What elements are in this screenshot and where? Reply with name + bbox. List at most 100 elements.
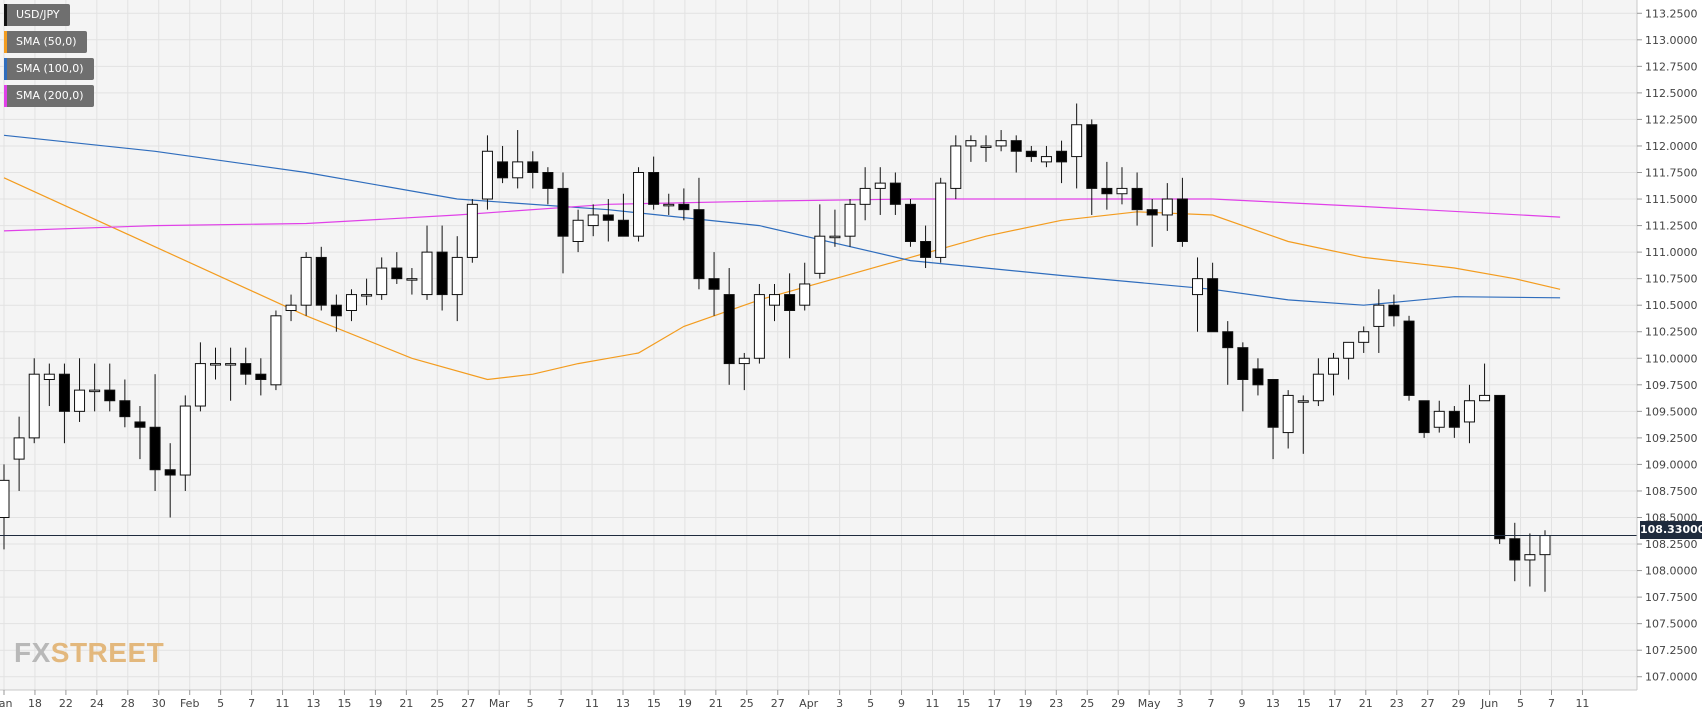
legend-label: SMA (100,0) bbox=[16, 62, 84, 75]
x-tick-label: 24 bbox=[90, 697, 104, 710]
candles bbox=[0, 103, 1551, 592]
candle bbox=[1524, 533, 1536, 587]
candle bbox=[1403, 315, 1415, 401]
candle bbox=[693, 177, 705, 290]
candle-body-up bbox=[965, 140, 977, 147]
legend-swatch bbox=[4, 31, 7, 53]
legend-item-sma-200[interactable]: SMA (200,0) bbox=[4, 85, 94, 107]
candle-body-down bbox=[1509, 538, 1521, 561]
legend-label: SMA (50,0) bbox=[16, 35, 77, 48]
y-tick-label: 108.7500 bbox=[1645, 485, 1698, 498]
candle bbox=[1071, 103, 1083, 189]
candle-body-down bbox=[1176, 198, 1188, 243]
candle-body-down bbox=[1237, 347, 1249, 380]
x-tick-label: Jun bbox=[1480, 697, 1498, 710]
candle bbox=[1297, 395, 1309, 454]
candle-body-up bbox=[1327, 357, 1339, 375]
candle bbox=[270, 310, 282, 391]
candle bbox=[1237, 342, 1249, 412]
candle-body-up bbox=[270, 315, 282, 386]
candle-body-down bbox=[58, 373, 70, 412]
candle-body-up bbox=[587, 214, 599, 227]
candle-body-down bbox=[542, 172, 554, 189]
x-tick-label: 11 bbox=[276, 697, 290, 710]
legend-item-sma-100[interactable]: SMA (100,0) bbox=[4, 58, 94, 80]
candle-body-down bbox=[678, 203, 690, 211]
candle bbox=[1176, 177, 1188, 247]
candle bbox=[1343, 341, 1355, 380]
candle-body-up bbox=[935, 182, 947, 258]
candle-body-down bbox=[1494, 394, 1506, 540]
x-tick-label: 25 bbox=[430, 697, 444, 710]
candle bbox=[935, 177, 947, 263]
candle-body-down bbox=[1267, 379, 1279, 428]
y-tick-label: 107.2500 bbox=[1645, 644, 1698, 657]
x-tick-label: 19 bbox=[678, 697, 692, 710]
candle-body-down bbox=[104, 389, 116, 402]
candle bbox=[74, 358, 86, 422]
candle bbox=[1192, 257, 1204, 332]
candle-body-up bbox=[285, 304, 297, 312]
y-tick-label: 112.5000 bbox=[1645, 87, 1698, 100]
candle-body-up bbox=[210, 363, 222, 366]
candle bbox=[134, 406, 146, 460]
candle bbox=[799, 262, 811, 311]
candle bbox=[1267, 379, 1279, 460]
y-tick-label: 109.2500 bbox=[1645, 432, 1698, 445]
y-tick-label: 110.7500 bbox=[1645, 273, 1698, 286]
y-tick-label: 108.2500 bbox=[1645, 538, 1698, 551]
candle-body-down bbox=[1252, 368, 1264, 386]
x-tick-label: 15 bbox=[956, 697, 970, 710]
legend-item-sma-50[interactable]: SMA (50,0) bbox=[4, 31, 87, 53]
candle-body-up bbox=[859, 187, 871, 205]
candle-body-up bbox=[13, 437, 25, 460]
candle bbox=[240, 347, 252, 385]
x-tick-label: 17 bbox=[1328, 697, 1342, 710]
x-tick-label: 15 bbox=[337, 697, 351, 710]
candle-body-up bbox=[1524, 554, 1536, 561]
candle bbox=[633, 167, 645, 242]
candle bbox=[723, 268, 735, 385]
candle-body-down bbox=[557, 187, 569, 237]
candle bbox=[1479, 363, 1491, 402]
candle bbox=[436, 225, 448, 311]
candle bbox=[678, 188, 690, 221]
candle bbox=[769, 283, 780, 322]
candle bbox=[1086, 119, 1098, 215]
candle bbox=[829, 209, 841, 247]
x-tick-label: 28 bbox=[121, 697, 135, 710]
candle-body-up bbox=[361, 294, 373, 297]
x-tick-label: 27 bbox=[771, 697, 785, 710]
candle-body-up bbox=[1161, 198, 1173, 216]
x-tick-label: 3 bbox=[836, 697, 843, 710]
candle bbox=[330, 294, 342, 332]
legend-item-usdjpy[interactable]: USD/JPY bbox=[4, 4, 70, 26]
x-tick-label: 9 bbox=[898, 697, 905, 710]
candle-body-up bbox=[844, 203, 856, 237]
candle bbox=[194, 342, 206, 412]
candle bbox=[950, 135, 962, 200]
candle-body-down bbox=[602, 214, 614, 221]
legend-swatch bbox=[4, 58, 7, 80]
candle-body-up bbox=[0, 479, 10, 519]
candle-body-up bbox=[738, 357, 750, 365]
candle bbox=[663, 193, 675, 215]
candle-body-up bbox=[74, 389, 86, 412]
candle-body-up bbox=[1358, 331, 1370, 343]
x-tick-label: Feb bbox=[180, 697, 199, 710]
y-tick-label: 107.5000 bbox=[1645, 618, 1698, 631]
x-tick-label: 29 bbox=[1111, 697, 1125, 710]
candle bbox=[466, 199, 478, 263]
legend: USD/JPY SMA (50,0) SMA (100,0) SMA (200,… bbox=[4, 4, 94, 112]
y-tick-label: 111.2500 bbox=[1645, 220, 1698, 233]
x-tick-label: 29 bbox=[1452, 697, 1466, 710]
y-tick-label: 110.5000 bbox=[1645, 299, 1698, 312]
x-tick-label: 22 bbox=[59, 697, 73, 710]
candle-body-down bbox=[1146, 209, 1158, 216]
x-tick-label: 7 bbox=[558, 697, 565, 710]
candle-body-up bbox=[225, 363, 237, 366]
candle-body-up bbox=[1539, 535, 1551, 556]
candle bbox=[225, 347, 237, 401]
candle-body-down bbox=[1131, 187, 1143, 211]
